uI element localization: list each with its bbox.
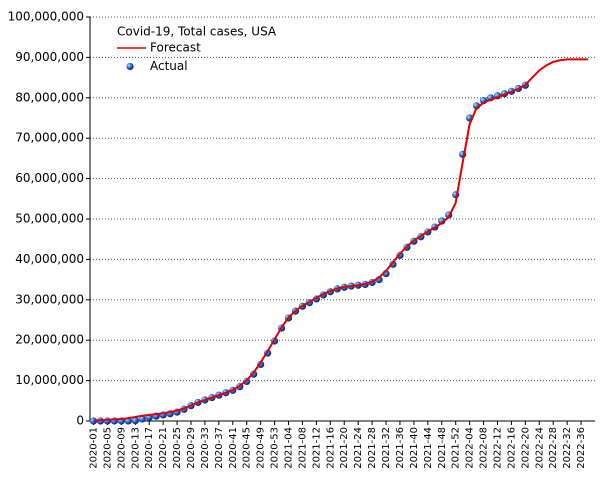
x-tick-label: 2020-21	[158, 427, 169, 469]
x-tick-label: 2020-25	[172, 427, 183, 469]
x-tick-label: 2020-13	[130, 427, 141, 469]
y-tick-label: 30,000,000	[15, 292, 84, 306]
actual-point	[438, 217, 446, 225]
x-tick-label: 2022-12	[492, 427, 503, 469]
x-tick-label: 2021-52	[451, 427, 462, 469]
x-tick-label: 2020-53	[270, 427, 281, 469]
chart-title: Covid-19, Total cases, USA	[117, 25, 277, 39]
x-tick-label: 2020-33	[200, 427, 211, 469]
legend-label: Actual	[150, 59, 188, 73]
forecast-line	[93, 58, 589, 422]
legend-swatch	[126, 62, 134, 71]
x-tick-label: 2022-28	[548, 427, 559, 469]
legend-label: Forecast	[150, 41, 201, 55]
x-tick-label: 2022-20	[520, 427, 531, 469]
y-tick-label: 50,000,000	[15, 212, 84, 226]
x-tick-label: 2022-32	[562, 427, 573, 469]
x-tick-label: 2021-12	[311, 427, 322, 469]
x-tick-label: 2021-40	[409, 427, 420, 469]
x-tick-label: 2020-37	[214, 427, 225, 469]
y-tick-label: 0	[76, 414, 84, 428]
y-tick-label: 60,000,000	[15, 171, 84, 185]
x-tick-label: 2020-09	[116, 427, 127, 469]
x-tick-label: 2022-16	[506, 427, 517, 469]
x-tick-label: 2021-08	[297, 427, 308, 469]
x-tick-label: 2021-48	[437, 427, 448, 469]
x-tick-label: 2020-45	[242, 427, 253, 469]
y-tick-label: 100,000,000	[8, 10, 84, 24]
y-tick-label: 10,000,000	[15, 373, 84, 387]
x-tick-label: 2021-04	[284, 427, 295, 469]
actual-point	[389, 260, 397, 268]
actual-point	[131, 416, 139, 425]
x-tick-label: 2021-16	[325, 427, 336, 469]
x-tick-label: 2020-05	[102, 427, 113, 469]
x-tick-label: 2021-32	[381, 427, 392, 469]
actual-point	[89, 417, 98, 425]
x-tick-label: 2022-24	[534, 427, 545, 469]
x-tick-label: 2021-28	[367, 427, 378, 469]
x-tick-label: 2021-36	[395, 427, 406, 469]
actual-point	[138, 415, 146, 423]
y-tick-label: 40,000,000	[15, 252, 84, 266]
x-tick-label: 2022-08	[479, 427, 490, 469]
y-tick-label: 20,000,000	[15, 333, 84, 347]
x-tick-label: 2020-29	[186, 427, 197, 469]
y-tick-label: 70,000,000	[15, 131, 84, 145]
actual-point	[103, 417, 112, 425]
x-tick-label: 2022-36	[576, 427, 587, 469]
x-tick-label: 2020-41	[228, 427, 239, 469]
x-tick-label: 2022-04	[465, 427, 476, 469]
x-tick-label: 2021-44	[423, 427, 434, 469]
x-tick-label: 2021-20	[339, 427, 350, 469]
x-tick-label: 2020-17	[144, 427, 155, 469]
x-tick-label: 2020-01	[88, 427, 99, 469]
y-tick-label: 80,000,000	[15, 90, 84, 104]
x-tick-label: 2021-24	[353, 427, 364, 469]
x-tick-label: 2020-49	[256, 427, 267, 469]
y-tick-label: 90,000,000	[15, 50, 84, 64]
